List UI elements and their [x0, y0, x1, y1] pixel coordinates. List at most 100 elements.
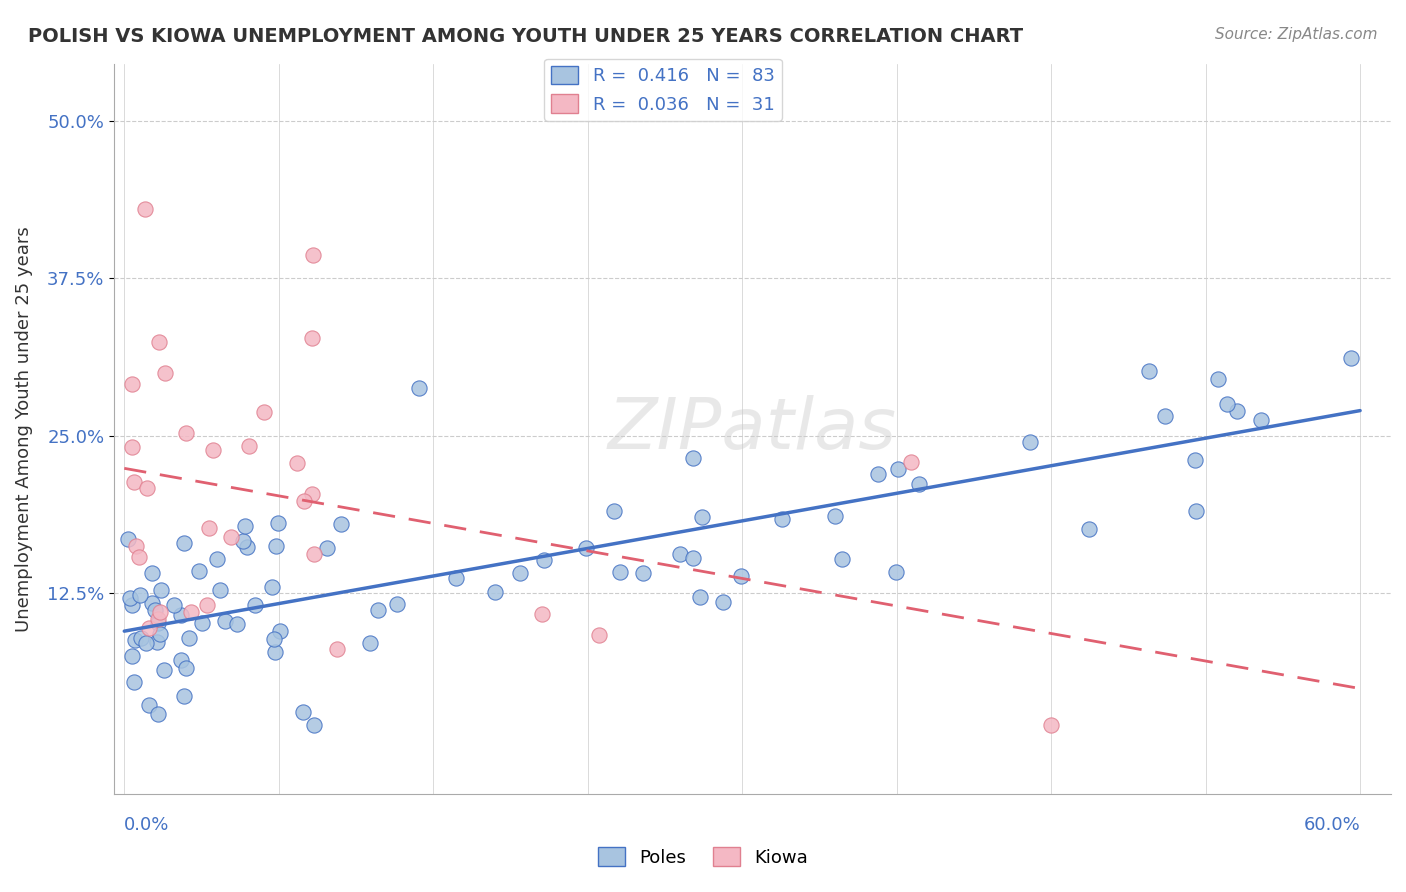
Point [668, 547, 690, 561]
Text: 0.0%: 0.0% [124, 815, 170, 834]
Point [146, 615, 169, 630]
Point [1019, 435, 1042, 450]
Point [1216, 396, 1239, 410]
Point [117, 532, 139, 546]
Point [149, 605, 172, 619]
Point [1250, 413, 1272, 427]
Point [121, 376, 143, 391]
Point [316, 541, 339, 556]
Point [908, 476, 931, 491]
Point [900, 455, 922, 469]
Point [188, 564, 211, 578]
Point [330, 517, 353, 532]
Point [134, 202, 156, 216]
Point [148, 612, 170, 626]
Point [301, 487, 323, 501]
Point [631, 566, 654, 580]
Point [866, 467, 889, 482]
Point [155, 366, 177, 380]
Point [304, 547, 326, 561]
Point [149, 626, 172, 640]
Point [214, 614, 236, 628]
Text: Source: ZipAtlas.com: Source: ZipAtlas.com [1215, 27, 1378, 42]
Point [1185, 503, 1208, 517]
Point [603, 504, 626, 518]
Point [162, 598, 184, 612]
Point [238, 439, 260, 453]
Point [128, 549, 150, 564]
Point [262, 580, 284, 594]
Point [831, 551, 853, 566]
Point [232, 533, 254, 548]
Y-axis label: Unemployment Among Youth under 25 years: Unemployment Among Youth under 25 years [15, 227, 32, 632]
Point [190, 615, 212, 630]
Point [173, 689, 195, 703]
Point [174, 661, 197, 675]
Point [1137, 364, 1160, 378]
Text: ZIPatlas: ZIPatlas [607, 395, 897, 464]
Point [170, 653, 193, 667]
Point [118, 591, 141, 605]
Point [129, 632, 152, 646]
Point [146, 706, 169, 721]
Point [1226, 404, 1249, 418]
Point [138, 698, 160, 713]
Point [173, 536, 195, 550]
Point [690, 510, 713, 524]
Point [253, 405, 276, 419]
Point [263, 632, 285, 646]
Point [207, 552, 229, 566]
Point [243, 599, 266, 613]
Point [263, 645, 285, 659]
Point [202, 443, 225, 458]
Point [121, 440, 143, 454]
Point [152, 664, 174, 678]
Point [121, 648, 143, 663]
Point [1040, 718, 1063, 732]
Point [267, 516, 290, 530]
Point [141, 596, 163, 610]
Text: 60.0%: 60.0% [1303, 815, 1360, 834]
Point [689, 590, 711, 604]
Point [1206, 372, 1229, 386]
Point [682, 551, 704, 566]
Point [682, 450, 704, 465]
Point [236, 540, 259, 554]
Point [149, 583, 172, 598]
Point [285, 456, 308, 470]
Legend: Poles, Kiowa: Poles, Kiowa [591, 840, 815, 874]
Point [509, 566, 531, 581]
Point [484, 585, 506, 599]
Point [264, 539, 287, 553]
Point [326, 641, 349, 656]
Point [122, 674, 145, 689]
Point [359, 636, 381, 650]
Point [530, 607, 553, 621]
Point [301, 248, 323, 262]
Point [292, 705, 315, 719]
Point [301, 331, 323, 345]
Point [198, 521, 221, 535]
Point [302, 718, 325, 732]
Point [219, 530, 242, 544]
Point [292, 494, 315, 508]
Point [444, 571, 467, 585]
Point [195, 599, 218, 613]
Point [385, 597, 408, 611]
Point [609, 565, 631, 579]
Point [143, 603, 166, 617]
Point [122, 475, 145, 490]
Point [1077, 522, 1099, 536]
Point [408, 381, 430, 395]
Point [367, 603, 389, 617]
Point [575, 541, 598, 555]
Point [124, 633, 146, 648]
Point [125, 539, 148, 553]
Point [180, 605, 202, 619]
Point [208, 583, 231, 598]
Legend: R =  0.416   N =  83, R =  0.036   N =  31: R = 0.416 N = 83, R = 0.036 N = 31 [544, 59, 782, 121]
Point [148, 334, 170, 349]
Point [141, 566, 163, 580]
Point [711, 595, 734, 609]
Point [886, 462, 908, 476]
